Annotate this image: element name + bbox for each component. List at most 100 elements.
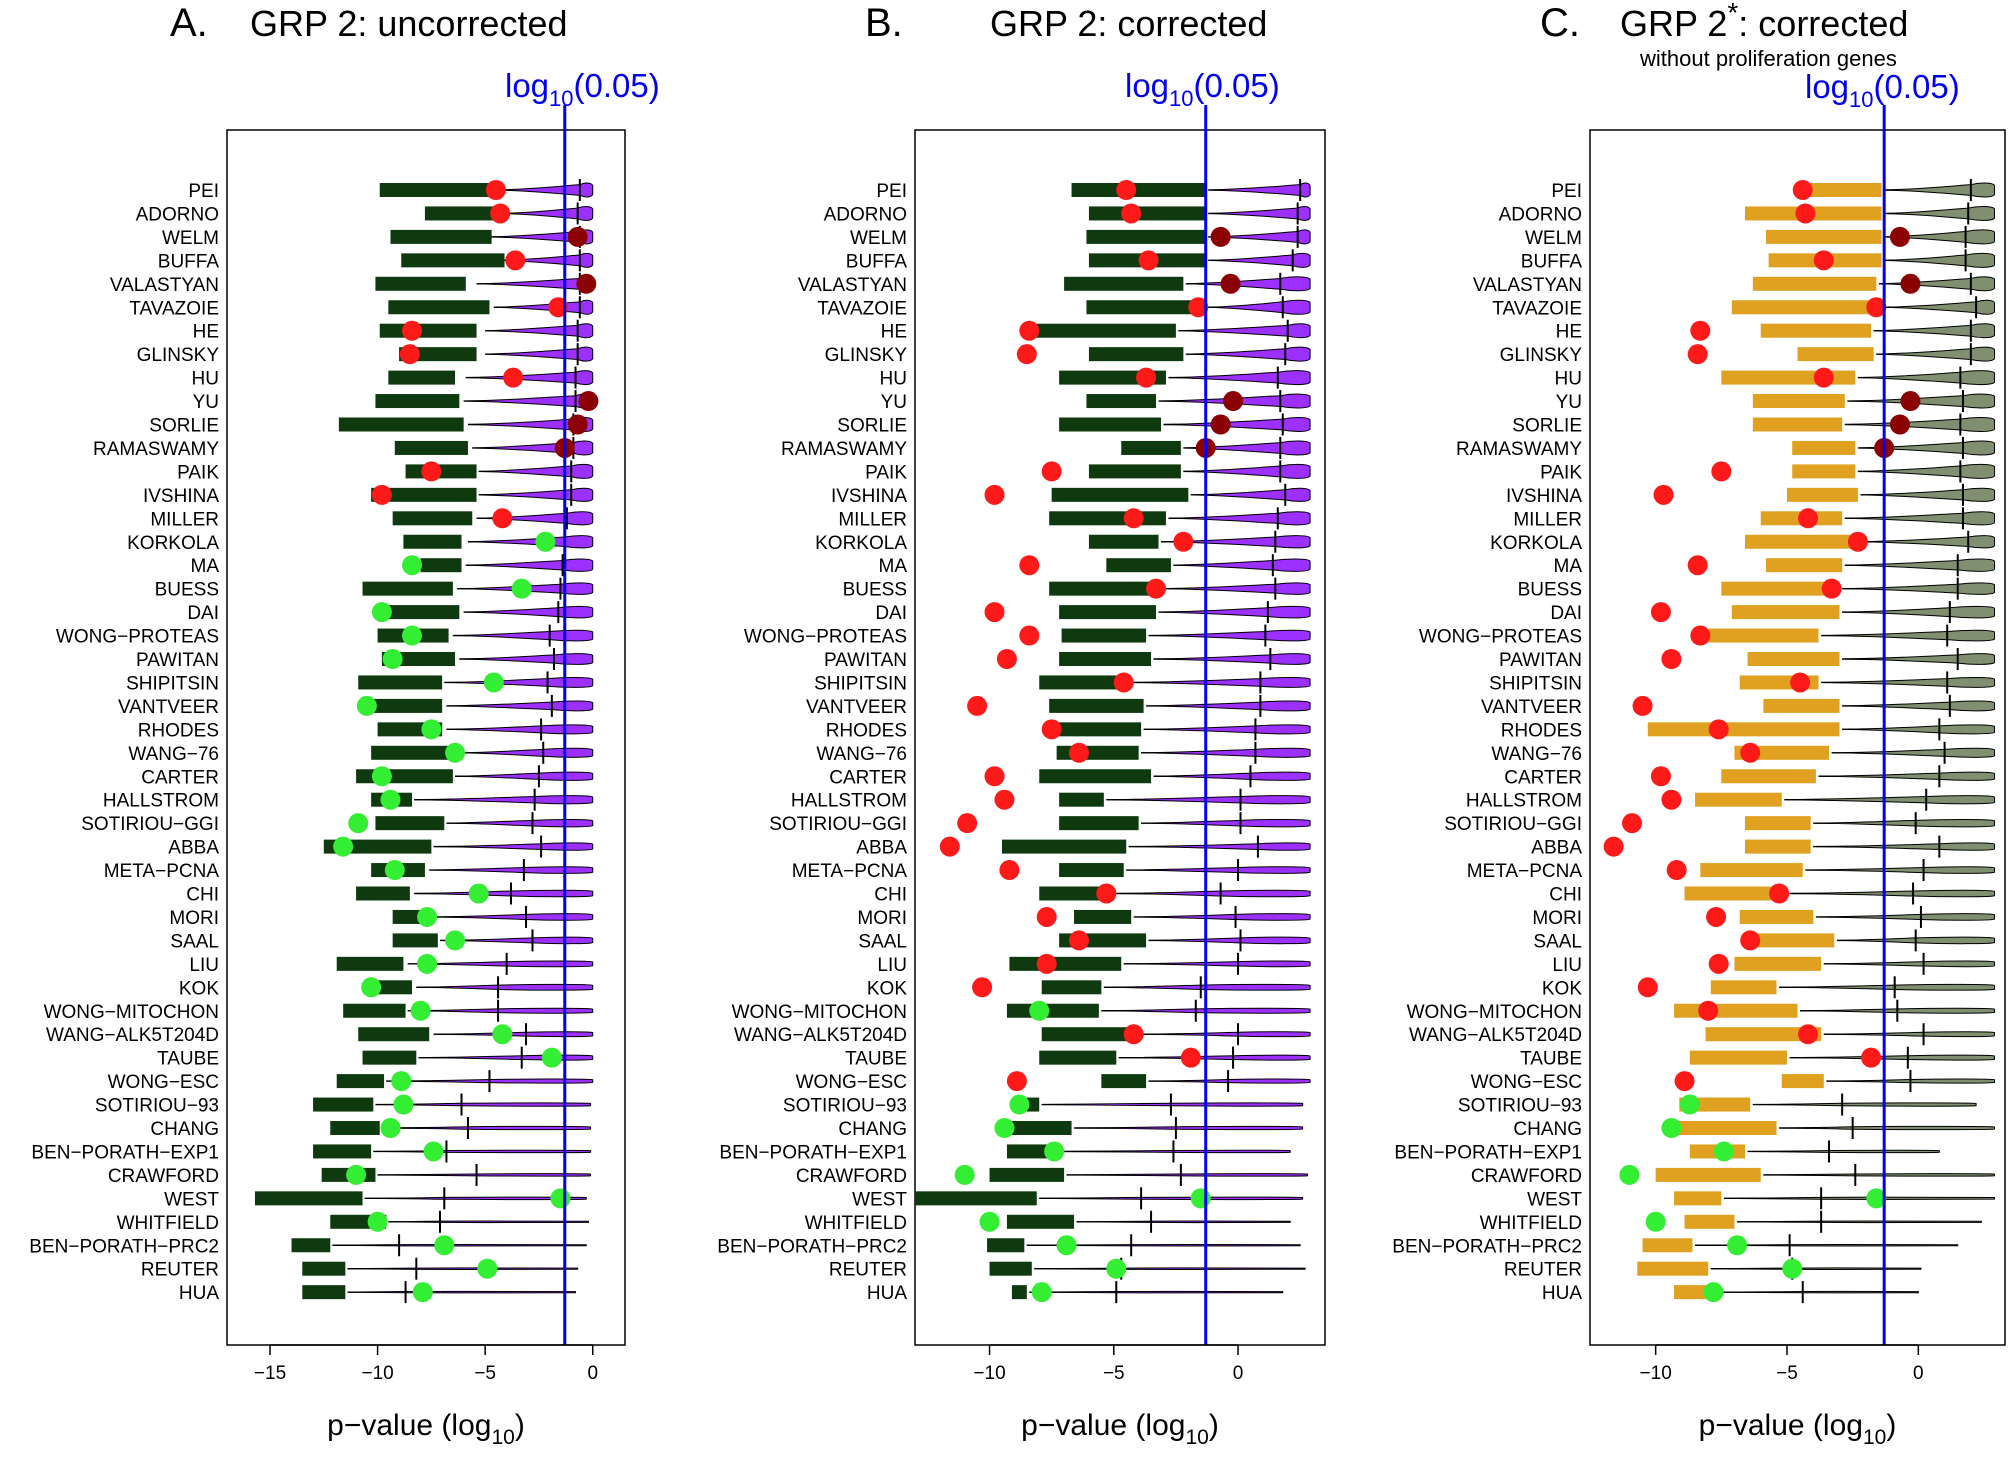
category-label: BEN−PORATH−EXP1 (719, 1142, 907, 1163)
ref-label-base: log (1805, 68, 1849, 105)
category-label: KOK (179, 978, 219, 999)
violin-shape (1842, 582, 1995, 595)
category-label: MILLER (150, 509, 219, 530)
box-bar (1647, 722, 1840, 737)
box-bar (1763, 698, 1840, 713)
data-point (483, 672, 504, 693)
box-bar (388, 370, 456, 385)
violin-shape (1779, 1125, 1995, 1131)
violin-shape (1884, 229, 1995, 245)
box-bar (1086, 229, 1206, 244)
data-point (994, 1118, 1015, 1138)
category-label: GLINSKY (825, 345, 908, 366)
box-bar (1039, 1050, 1117, 1065)
ref-line-label: log10(0.05) (1125, 67, 1280, 111)
category-label: BUESS (155, 580, 219, 601)
box-bar (1088, 534, 1159, 549)
category-label: SOTIRIOU−GGI (769, 814, 907, 835)
violin-shape (1133, 677, 1311, 688)
violin-shape (1789, 889, 1995, 898)
data-point (1690, 625, 1711, 646)
data-point (1650, 766, 1671, 787)
data-point (535, 531, 556, 552)
chart-title: GRP 2: uncorrected (250, 3, 568, 44)
box-bar (1642, 1238, 1693, 1253)
violin-shape (1878, 276, 1995, 292)
box-bar (1705, 1027, 1822, 1042)
violin-shape (1695, 1243, 1959, 1247)
data-point (1687, 344, 1708, 365)
x-tick-label: −5 (1103, 1363, 1125, 1384)
category-label: YU (881, 392, 907, 413)
category-label: HALLSTROM (791, 791, 907, 812)
data-point (1708, 953, 1729, 974)
box-bar (1059, 417, 1161, 432)
violin-shape (381, 1125, 592, 1131)
data-point (1645, 1211, 1666, 1232)
box-bar (356, 886, 410, 901)
box-bar (358, 1027, 430, 1042)
category-label: SAAL (858, 931, 907, 952)
category-label: CRAWFORD (108, 1166, 219, 1187)
box-bar (989, 1167, 1065, 1182)
data-point (333, 836, 354, 857)
data-point (1121, 203, 1142, 224)
box-bar (1797, 347, 1874, 362)
box-bar (420, 558, 462, 573)
box-bar (1731, 300, 1882, 315)
category-label: CARTER (829, 767, 907, 788)
violin-shape (1763, 1173, 1995, 1177)
box-bar (987, 1238, 1025, 1253)
violin-shape (388, 1220, 589, 1224)
violin-shape (1884, 205, 1995, 221)
box-bar (392, 511, 473, 526)
chart-subtitle: without proliferation genes (1639, 46, 1897, 71)
box-bar (1710, 980, 1777, 995)
data-point (1041, 719, 1062, 740)
violin-shape (1884, 252, 1995, 268)
data-point (1690, 320, 1711, 341)
box-bar (313, 1097, 374, 1112)
data-point (380, 1118, 401, 1138)
category-label: RAMASWAMY (93, 439, 219, 460)
chart-title: GRP 2: corrected (990, 3, 1267, 44)
panel-letter: A. (170, 1, 208, 45)
box-bar (379, 183, 496, 197)
data-point (1847, 531, 1868, 552)
data-point (1661, 649, 1682, 669)
box-bar (392, 933, 438, 948)
category-label: PEI (188, 181, 219, 202)
data-point (1019, 555, 1040, 576)
x-tick-label: 0 (1233, 1363, 1244, 1384)
violin-shape (1029, 1290, 1284, 1294)
category-label: CHANG (1513, 1119, 1582, 1140)
category-label: HUA (867, 1283, 907, 1304)
category-label: WONG−ESC (108, 1072, 219, 1093)
box-bar (403, 534, 462, 549)
box-bar (1721, 581, 1840, 596)
x-tick-label: −15 (254, 1363, 286, 1384)
violin-shape (455, 771, 594, 781)
violin-shape (478, 463, 594, 479)
data-point (1769, 883, 1790, 904)
data-point (1790, 672, 1811, 693)
category-label: WHITFIELD (805, 1213, 907, 1234)
box-bar (388, 300, 490, 315)
data-point (1016, 344, 1037, 365)
data-point (1866, 297, 1887, 318)
category-label: REUTER (829, 1260, 907, 1281)
data-point (1674, 1071, 1695, 1092)
category-label: SAAL (170, 931, 219, 952)
x-tick-label: 0 (1913, 1363, 1924, 1384)
violin-shape (476, 276, 594, 292)
category-label: KORKOLA (815, 533, 907, 554)
panel-letter: C. (1540, 1, 1580, 45)
x-label-main: p−value (log (327, 1409, 491, 1442)
violin-shape (1041, 1102, 1304, 1107)
x-tick-label: 0 (587, 1363, 598, 1384)
data-point (492, 508, 513, 529)
category-label: SHIPITSIN (1489, 673, 1582, 694)
data-point (371, 484, 392, 505)
chart-title-main: GRP 2: uncorrected (250, 3, 568, 44)
